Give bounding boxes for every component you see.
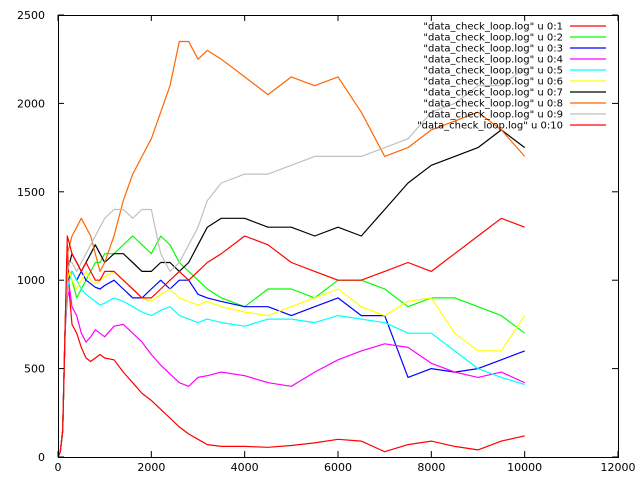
legend-label: "data_check_loop.log" u 0:2 [423,33,563,44]
series-line-5 [57,270,525,458]
legend-label: "data_check_loop.log" u 0:5 [423,66,563,77]
legend-label: "data_check_loop.log" u 0:7 [423,88,563,99]
legend-label: "data_check_loop.log" u 0:6 [423,77,563,88]
legend-label: "data_check_loop.log" u 0:4 [423,55,563,66]
x-tick-label: 6000 [324,461,352,474]
y-tick-label: 2000 [17,97,45,110]
legend: "data_check_loop.log" u 0:1"data_check_l… [417,22,606,132]
legend-label: "data_check_loop.log" u 0:3 [423,44,563,55]
series-line-9 [57,67,526,458]
x-tick-label: 4000 [231,461,259,474]
series-line-2 [57,235,526,458]
y-tick-label: 500 [24,363,45,376]
y-tick-label: 1500 [17,186,45,199]
legend-label: "data_check_loop.log" u 0:9 [423,110,563,121]
x-tick-label: 8000 [417,461,445,474]
legend-label: "data_check_loop.log" u 0:10 [417,121,563,132]
series-line-10 [57,217,525,458]
series-line-6 [57,270,526,458]
x-tick-label: 0 [55,461,62,474]
y-tick-label: 1000 [17,274,45,287]
series-line-8 [57,40,526,458]
x-tick-label: 10000 [507,461,542,474]
legend-label: "data_check_loop.log" u 0:8 [423,99,563,110]
series-line-4 [57,288,525,458]
series-line-1 [57,244,525,458]
series-line-3 [57,270,525,458]
series-layer [57,40,526,458]
axis-ticks: 0 2000 4000 6000 8000 10000 12000 0 500 1000 1500 2… [17,9,636,474]
legend-label: "data_check_loop.log" u 0:1 [423,22,563,33]
x-tick-label: 2000 [137,461,165,474]
y-tick-label: 2500 [17,9,45,22]
y-tick-label: 0 [38,451,45,464]
x-tick-label: 12000 [601,461,636,474]
